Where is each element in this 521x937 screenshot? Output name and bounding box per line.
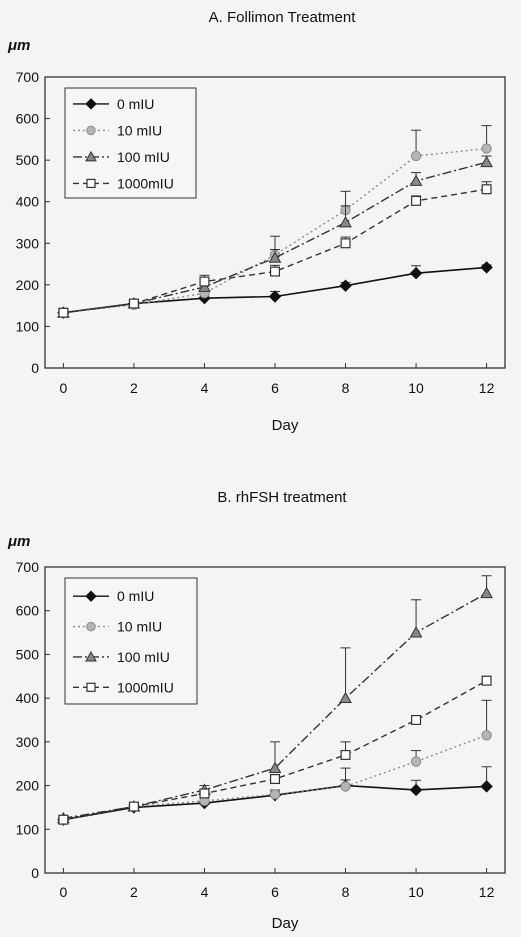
data-point — [269, 789, 281, 800]
data-point — [480, 586, 493, 599]
y-tick-label: 400 — [16, 690, 40, 706]
legend-marker — [85, 590, 97, 602]
legend-label: 100 mIU — [117, 649, 170, 665]
x-axis-label: Day — [272, 915, 299, 932]
legend-label: 10 mIU — [117, 122, 162, 138]
y-tick-label: 0 — [31, 360, 39, 376]
chart-title: B. rhFSH treatment — [217, 489, 347, 506]
y-tick-label: 300 — [16, 235, 40, 251]
data-point — [270, 266, 281, 277]
legend-label: 1000mIU — [117, 175, 174, 191]
data-point — [58, 307, 69, 318]
legend-marker — [86, 621, 96, 632]
y-tick-label: 600 — [16, 111, 40, 127]
data-point — [270, 774, 281, 785]
series-square — [58, 675, 492, 825]
x-tick-label: 10 — [408, 884, 424, 900]
x-tick-label: 2 — [130, 884, 138, 900]
data-point — [480, 780, 493, 793]
x-tick-label: 2 — [130, 380, 138, 396]
y-tick-label: 700 — [16, 69, 40, 85]
legend-label: 100 mIU — [117, 149, 170, 165]
chart-panel-b: B. rhFSH treatmentμm01002003004005006007… — [7, 489, 506, 932]
data-point — [268, 251, 282, 263]
data-point — [480, 155, 493, 168]
data-point — [481, 730, 492, 741]
legend-marker — [85, 650, 97, 662]
data-point — [268, 761, 282, 773]
x-tick-label: 6 — [271, 884, 279, 900]
data-point — [480, 261, 493, 274]
data-point — [339, 279, 352, 292]
data-point — [409, 267, 423, 280]
x-axis-label: Day — [272, 417, 299, 434]
y-axis-unit: μm — [7, 37, 30, 54]
y-axis-unit: μm — [7, 533, 30, 550]
chart-title: A. Follimon Treatment — [209, 9, 357, 26]
data-point — [481, 675, 492, 686]
data-point — [409, 783, 423, 797]
x-tick-label: 4 — [201, 884, 209, 900]
data-point — [339, 691, 352, 704]
y-tick-label: 300 — [16, 734, 40, 750]
y-tick-label: 400 — [16, 194, 40, 210]
y-tick-label: 200 — [16, 778, 40, 794]
legend-label: 1000mIU — [117, 679, 174, 695]
legend-label: 0 mIU — [117, 96, 154, 112]
data-point — [481, 143, 492, 154]
x-tick-label: 8 — [342, 380, 350, 396]
data-point — [340, 238, 351, 249]
y-tick-label: 100 — [16, 318, 40, 334]
data-point — [58, 814, 69, 825]
y-tick-label: 500 — [16, 646, 40, 662]
data-point — [410, 756, 422, 767]
y-tick-label: 0 — [31, 865, 39, 881]
data-point — [339, 215, 352, 228]
data-point — [199, 788, 210, 799]
data-point — [481, 184, 492, 195]
data-point — [128, 801, 139, 812]
data-point — [411, 195, 422, 206]
x-tick-label: 6 — [271, 380, 279, 396]
data-point — [409, 626, 423, 638]
legend: 0 mIU 10 mIU 100 mIU 1000mIU — [64, 87, 197, 199]
data-point — [411, 714, 422, 725]
data-point — [128, 298, 139, 309]
legend-marker — [86, 682, 96, 692]
x-tick-label: 4 — [201, 380, 209, 396]
data-point — [409, 174, 423, 186]
data-point — [340, 781, 351, 792]
y-tick-label: 200 — [16, 277, 40, 293]
chart-panel-a: A. Follimon Treatmentμm01002003004005006… — [7, 9, 506, 434]
x-tick-label: 8 — [342, 884, 350, 900]
legend-marker — [85, 150, 97, 162]
data-point — [268, 290, 282, 303]
y-tick-label: 600 — [16, 603, 40, 619]
x-tick-label: 0 — [60, 884, 68, 900]
data-point — [340, 749, 351, 760]
legend: 0 mIU 10 mIU 100 mIU 1000mIU — [64, 577, 198, 705]
legend-label: 0 mIU — [117, 588, 154, 604]
data-point — [199, 276, 210, 287]
x-tick-label: 10 — [408, 380, 424, 396]
legend-marker — [86, 125, 96, 136]
x-tick-label: 12 — [479, 380, 495, 396]
series-square — [58, 181, 492, 318]
x-tick-label: 12 — [479, 884, 495, 900]
y-tick-label: 100 — [16, 821, 40, 837]
x-tick-label: 0 — [60, 380, 68, 396]
legend-marker — [86, 178, 96, 189]
y-tick-label: 700 — [16, 559, 40, 575]
y-tick-label: 500 — [16, 152, 40, 168]
legend-label: 10 mIU — [117, 619, 162, 635]
legend-marker — [85, 98, 97, 110]
data-point — [410, 150, 422, 162]
